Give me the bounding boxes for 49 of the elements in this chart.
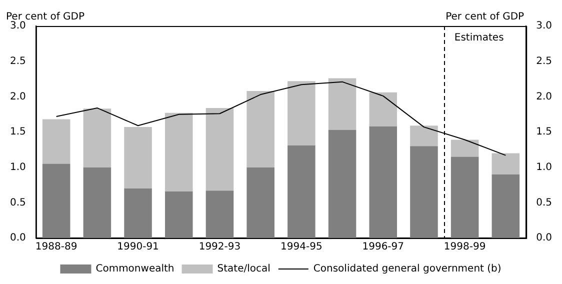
y-tick-label: 0.5 [10, 197, 26, 208]
bar [124, 127, 152, 189]
bar [410, 146, 438, 238]
y-tick-label: 2.5 [10, 56, 26, 67]
legend-label: Commonwealth [96, 264, 174, 275]
y2-tick-label: 1.0 [536, 162, 552, 173]
bar [450, 156, 479, 238]
x-tick-label: 1988-89 [35, 242, 78, 253]
y-tick-label: 2.0 [10, 91, 26, 102]
bar [83, 167, 112, 238]
x-tick-label: 1998-99 [444, 242, 486, 253]
bar [246, 167, 274, 238]
y2-tick-label: 1.5 [536, 126, 552, 138]
y2-tick-label: 2.0 [536, 91, 552, 102]
x-tick-label: 1992-93 [198, 242, 241, 253]
legend-label: Consolidated general government (b) [313, 264, 502, 275]
bar [328, 130, 356, 238]
bar [288, 145, 316, 238]
bar [42, 119, 70, 164]
y2-tick-label: 0.5 [536, 197, 552, 208]
bar [206, 190, 234, 238]
bar [206, 108, 234, 191]
x-tick-label: 1994-95 [280, 242, 322, 253]
bar [492, 174, 520, 238]
x-tick-label: 1990-91 [117, 242, 159, 253]
bar [164, 191, 193, 238]
y2-axis-title: Per cent of GDP [446, 12, 524, 23]
y-tick-label: 1.0 [10, 162, 26, 173]
bar [42, 164, 70, 238]
bar [492, 153, 520, 174]
bar [328, 78, 356, 130]
bar [124, 188, 152, 238]
bar [246, 91, 274, 168]
bar [369, 126, 398, 238]
bar [164, 112, 193, 192]
x-tick-label: 1996-97 [362, 242, 404, 253]
bar [83, 108, 112, 168]
y-tick-label: 0.0 [10, 232, 26, 244]
bar [410, 126, 438, 146]
bar [450, 140, 479, 157]
bar [288, 81, 316, 146]
y-tick-label: 1.5 [10, 126, 26, 138]
bar [369, 92, 398, 126]
annotation: Estimates [454, 32, 504, 44]
y2-tick-label: 0.0 [536, 232, 552, 244]
y2-tick-label: 3.0 [536, 20, 552, 32]
y2-tick-label: 2.5 [536, 56, 552, 67]
y-tick-label: 3.0 [10, 20, 26, 32]
legend-label: State/local [217, 264, 270, 275]
